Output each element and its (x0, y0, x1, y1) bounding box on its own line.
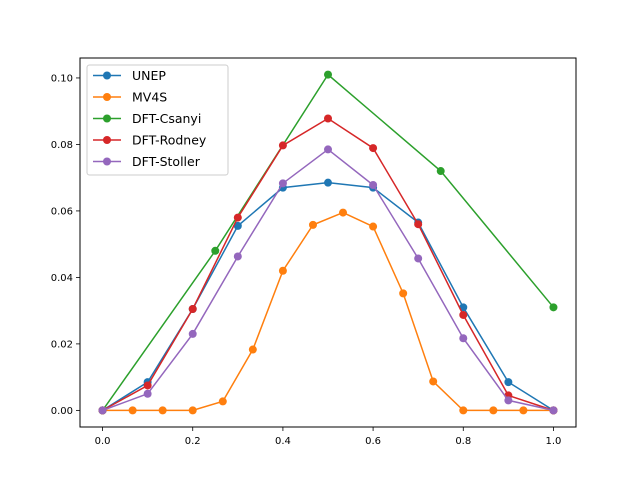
data-point-dft-rodney (278, 141, 287, 150)
x-tick-label: 0.0 (95, 436, 111, 447)
legend-marker (103, 114, 111, 123)
legend-label: DFT-Rodney (132, 133, 207, 148)
legend-marker (103, 136, 111, 144)
data-point-mv4s (489, 406, 498, 415)
legend-marker (103, 93, 111, 101)
data-point-dft-stoller (188, 329, 197, 338)
x-tick-label: 1.0 (546, 436, 562, 447)
y-tick-label: 0.04 (51, 273, 73, 284)
legend-label: UNEP (132, 68, 166, 83)
legend-marker (103, 157, 111, 166)
data-point-dft-stoller (143, 389, 152, 398)
data-point-dft-stoller (324, 145, 332, 154)
y-tick-label: 0.10 (51, 73, 73, 84)
data-point-unep (504, 378, 513, 387)
data-point-unep (324, 178, 332, 187)
y-tick-label: 0.00 (51, 406, 73, 417)
data-point-mv4s (459, 406, 468, 415)
data-point-dft-stoller (459, 334, 468, 343)
legend: UNEP MV4S DFT-Csanyi DFT-Rodney DFT-Stoller (86, 64, 229, 176)
data-point-dft-rodney (459, 310, 468, 319)
data-point-dft-csanyi (436, 167, 445, 176)
x-axis: 0.0 0.2 0.4 0.6 0.8 1.0 (95, 427, 562, 447)
data-point-mv4s (399, 289, 408, 298)
series-layer (98, 70, 558, 415)
data-point-dft-rodney (324, 114, 332, 123)
data-point-dft-csanyi (324, 70, 332, 79)
x-tick-label: 0.4 (275, 436, 291, 447)
legend-marker (103, 71, 111, 80)
data-point-dft-stoller (369, 180, 378, 189)
legend-label: DFT-Stoller (132, 154, 201, 169)
data-point-dft-stoller (504, 396, 513, 405)
data-point-dft-rodney (369, 144, 378, 153)
x-tick-label: 0.2 (185, 436, 201, 447)
data-point-dft-stoller (549, 406, 558, 415)
data-point-mv4s (429, 377, 438, 386)
data-point-dft-rodney (414, 220, 423, 229)
plot-frame (79, 57, 577, 428)
y-tick-label: 0.06 (51, 206, 73, 217)
data-point-mv4s (248, 345, 257, 354)
x-tick-label: 0.6 (365, 436, 381, 447)
legend-label: DFT-Csanyi (132, 111, 201, 126)
y-tick-label: 0.08 (51, 140, 73, 151)
data-point-dft-csanyi (549, 303, 558, 312)
data-point-mv4s (308, 220, 317, 229)
data-point-dft-stoller (233, 252, 242, 261)
data-point-dft-rodney (143, 381, 152, 390)
data-point-dft-rodney (233, 213, 242, 222)
x-tick-label: 0.8 (455, 436, 471, 447)
data-point-mv4s (128, 406, 137, 415)
series-line-mv4s (102, 211, 554, 412)
data-point-mv4s (519, 406, 528, 415)
data-point-dft-stoller (98, 406, 107, 415)
data-point-dft-stoller (414, 254, 423, 263)
data-point-mv4s (369, 222, 378, 231)
data-point-dft-rodney (188, 304, 197, 313)
data-point-mv4s (339, 208, 348, 217)
data-point-mv4s (188, 406, 197, 415)
data-point-dft-stoller (278, 179, 287, 188)
data-point-dft-csanyi (211, 246, 220, 255)
legend-box (86, 64, 229, 176)
data-point-mv4s (278, 266, 287, 275)
data-point-unep (233, 221, 242, 230)
y-axis: 0.00 0.02 0.04 0.06 0.08 0.10 (51, 73, 80, 417)
data-point-mv4s (218, 397, 227, 406)
data-point-mv4s (158, 406, 167, 415)
y-tick-label: 0.02 (51, 339, 73, 350)
legend-label: MV4S (132, 90, 167, 105)
